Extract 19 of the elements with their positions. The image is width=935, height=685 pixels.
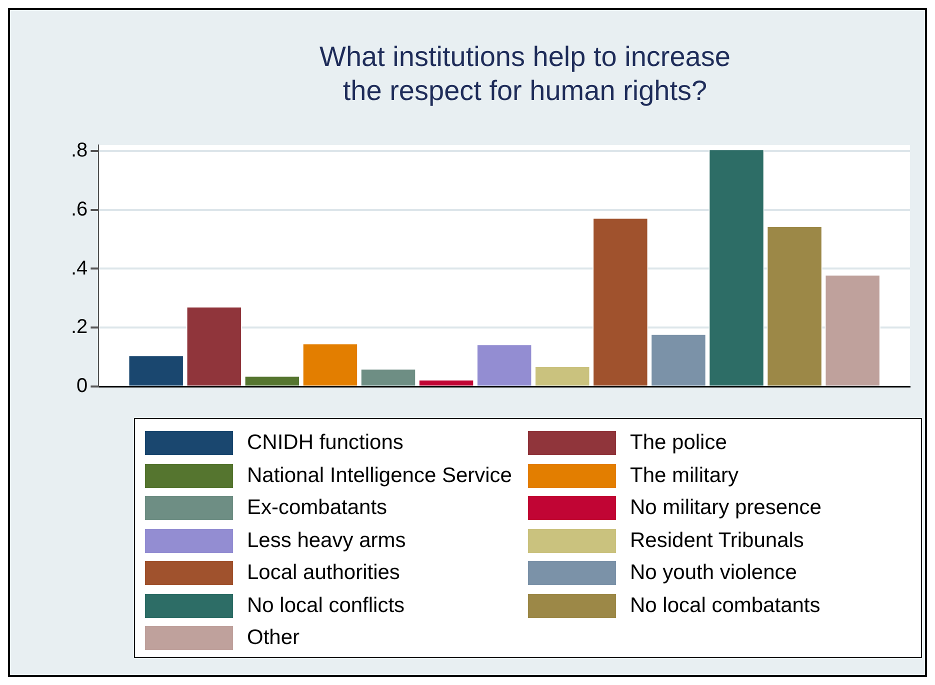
legend-label: Local authorities	[247, 561, 400, 586]
legend-label: No local conflicts	[247, 594, 405, 618]
legend-label: Other	[247, 626, 300, 650]
y-tick-label: .8	[70, 139, 88, 162]
y-tick-label: .4	[70, 257, 88, 280]
legend-label: The military	[630, 464, 739, 488]
y-tick-label: .2	[70, 316, 88, 338]
y-tick-label: 0	[76, 375, 88, 398]
legend-label: The police	[630, 431, 727, 456]
legend-label: No military presence	[630, 496, 822, 520]
legend-label: Ex-combatants	[247, 496, 388, 520]
legend-label: Less heavy arms	[247, 528, 406, 553]
legend-label: CNIDH functions	[247, 431, 404, 456]
y-tick-label: .6	[70, 198, 88, 220]
legend-label: No local combatants	[630, 594, 820, 618]
legend-label: No youth violence	[630, 561, 797, 586]
chart-title: What institutions help to increase the respect for human rights?	[318, 40, 732, 108]
legend-label: Resident Tribunals	[630, 528, 804, 553]
legend-label: National Intelligence Service	[247, 464, 512, 488]
